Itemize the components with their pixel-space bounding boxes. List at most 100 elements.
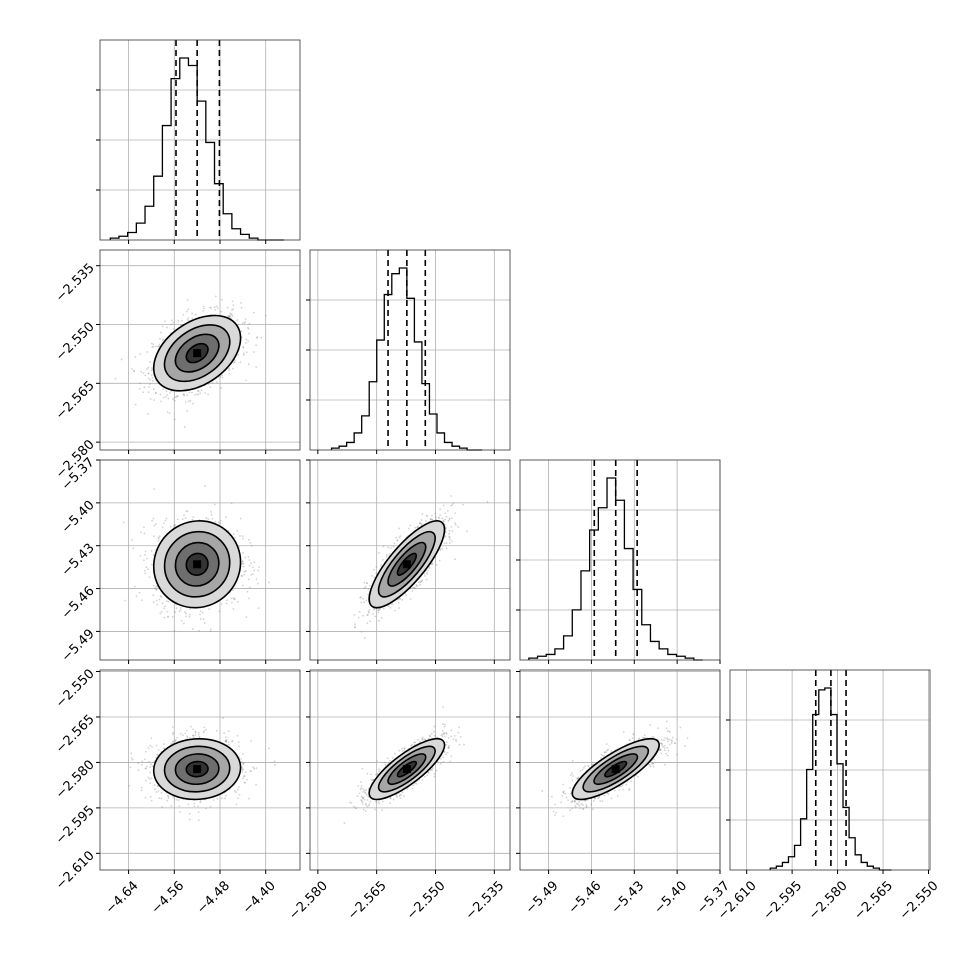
scatter-point bbox=[392, 545, 395, 548]
scatter-point bbox=[628, 788, 631, 790]
scatter-point bbox=[160, 610, 163, 613]
scatter-point bbox=[166, 799, 169, 802]
scatter-point bbox=[446, 509, 449, 512]
scatter-point bbox=[172, 328, 175, 330]
scatter-point bbox=[586, 799, 588, 802]
scatter-point bbox=[167, 600, 170, 603]
scatter-point bbox=[444, 512, 447, 515]
scatter-point bbox=[137, 769, 140, 772]
scatter-point bbox=[378, 551, 380, 554]
scatter-point bbox=[416, 585, 419, 587]
scatter-point bbox=[420, 523, 423, 526]
scatter-point bbox=[407, 527, 410, 530]
scatter-point bbox=[235, 803, 238, 806]
scatter-point bbox=[267, 747, 270, 750]
scatter-point bbox=[448, 529, 451, 532]
scatter-point bbox=[151, 519, 154, 522]
scatter-point bbox=[411, 590, 414, 593]
scatter-point bbox=[197, 805, 199, 808]
scatter-point bbox=[445, 741, 448, 744]
scatter-point bbox=[607, 748, 609, 751]
scatter-point bbox=[668, 738, 671, 741]
scatter-point bbox=[401, 747, 404, 750]
scatter-point bbox=[153, 488, 156, 491]
scatter-point bbox=[233, 361, 236, 363]
scatter-point bbox=[353, 805, 355, 808]
scatter-point bbox=[444, 535, 447, 538]
scatter-point bbox=[603, 794, 606, 797]
scatter-point bbox=[172, 733, 174, 736]
scatter-point bbox=[154, 586, 157, 589]
scatter-point bbox=[638, 737, 640, 740]
contour-line bbox=[185, 760, 209, 778]
scatter-point bbox=[161, 602, 164, 605]
scatter-point bbox=[243, 570, 246, 573]
scatter-point bbox=[220, 386, 223, 389]
scatter-point bbox=[241, 562, 244, 565]
scatter-point bbox=[637, 775, 639, 778]
scatter-point bbox=[419, 583, 422, 586]
scatter-point bbox=[438, 517, 440, 519]
scatter-point bbox=[571, 800, 574, 802]
scatter-point bbox=[651, 762, 654, 765]
scatter-point bbox=[379, 608, 382, 610]
scatter-point bbox=[651, 736, 654, 738]
scatter-point bbox=[605, 751, 608, 753]
scatter-point bbox=[366, 622, 369, 625]
scatter-point bbox=[138, 382, 141, 385]
scatter-point bbox=[360, 601, 363, 604]
x-tick-label: −2.580 bbox=[286, 878, 331, 923]
scatter-point bbox=[364, 585, 367, 588]
scatter-point bbox=[228, 372, 231, 375]
scatter-point bbox=[244, 570, 247, 573]
scatter-point bbox=[606, 749, 608, 752]
scatter-point bbox=[172, 398, 174, 400]
scatter-point bbox=[424, 775, 426, 778]
scatter-point bbox=[368, 611, 370, 614]
scatter-point bbox=[153, 788, 156, 791]
scatter-point bbox=[252, 351, 255, 353]
scatter-point bbox=[449, 538, 452, 541]
scatter-point bbox=[177, 319, 180, 322]
scatter-point bbox=[361, 802, 364, 805]
scatter-point bbox=[457, 525, 460, 528]
scatter-point bbox=[188, 615, 191, 618]
scatter-point bbox=[190, 725, 192, 728]
scatter-point bbox=[428, 567, 431, 570]
scatter-point bbox=[643, 734, 646, 737]
scatter-point bbox=[664, 744, 666, 747]
scatter-point bbox=[252, 573, 254, 576]
scatter-point bbox=[247, 578, 250, 581]
scatter-point bbox=[173, 524, 176, 527]
scatter-point bbox=[209, 805, 212, 808]
panel-frame bbox=[99, 669, 301, 871]
scatter-point bbox=[245, 771, 247, 774]
scatter-point bbox=[425, 514, 428, 517]
scatter-point bbox=[363, 601, 366, 603]
scatter-point bbox=[663, 746, 666, 749]
contour-line bbox=[174, 333, 220, 373]
scatter-point bbox=[186, 394, 189, 396]
scatter-point bbox=[145, 368, 148, 370]
scatter-point bbox=[662, 745, 665, 748]
scatter-point bbox=[200, 389, 203, 392]
scatter-point bbox=[455, 738, 457, 741]
scatter-point bbox=[409, 598, 412, 600]
scatter-point bbox=[664, 763, 666, 766]
scatter-point bbox=[380, 564, 383, 567]
scatter-point bbox=[183, 425, 186, 428]
scatter-point bbox=[174, 739, 177, 741]
scatter-point bbox=[138, 591, 141, 594]
scatter-point bbox=[237, 797, 239, 800]
scatter-point bbox=[204, 807, 207, 810]
scatter-point bbox=[421, 737, 423, 740]
scatter-point bbox=[191, 628, 194, 630]
scatter-point bbox=[239, 534, 241, 537]
scatter-point bbox=[421, 512, 424, 515]
scatter-point bbox=[447, 746, 450, 749]
scatter-point bbox=[191, 317, 194, 320]
scatter-point bbox=[170, 319, 173, 322]
scatter-point bbox=[451, 530, 454, 533]
scatter-point bbox=[362, 808, 365, 811]
scatter-point bbox=[134, 403, 137, 406]
